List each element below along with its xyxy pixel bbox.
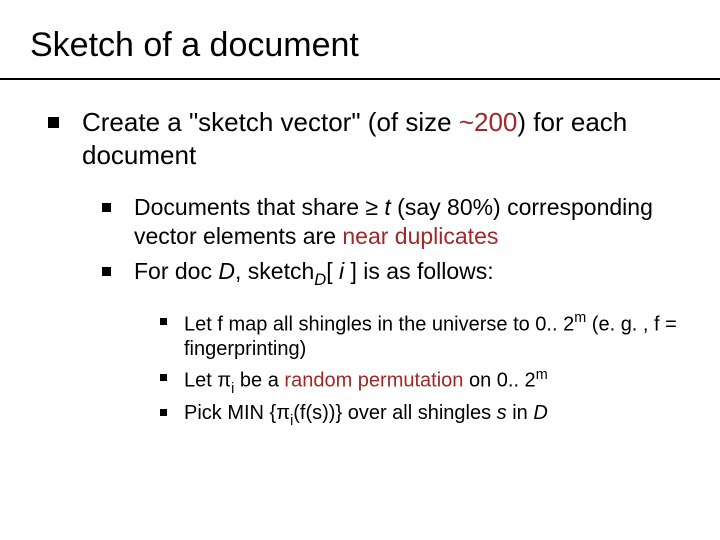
square-bullet-icon — [102, 203, 111, 212]
text: Documents that share ≥ — [134, 194, 384, 220]
bullet-list-lvl2: Documents that share ≥ t (say 80%) corre… — [102, 193, 688, 429]
text: Pick MIN { — [184, 402, 276, 424]
list-item: Create a "sketch vector" (of size ~200) … — [48, 106, 688, 429]
text: (f(s))} over all shingles — [293, 402, 496, 424]
text: in — [507, 402, 534, 424]
pi-symbol: π — [217, 370, 231, 392]
superscript-m: m — [536, 367, 548, 383]
square-bullet-icon — [160, 318, 167, 325]
slide: Sketch of a document Create a "sketch ve… — [0, 0, 720, 540]
var-D: D — [533, 402, 547, 424]
slide-title: Sketch of a document — [30, 26, 359, 65]
list-item: For doc D, sketchD[ i ] is as follows: L… — [102, 257, 688, 430]
var-D: D — [218, 258, 235, 284]
title-underline — [0, 78, 720, 80]
accent-text: ~200 — [459, 107, 518, 137]
square-bullet-icon — [160, 374, 167, 381]
text: For doc — [134, 258, 218, 284]
accent-text: near duplicates — [342, 223, 498, 249]
bullet-list-lvl3: Let f map all shingles in the universe t… — [160, 310, 688, 429]
pi-symbol: π — [276, 402, 290, 424]
accent-text: random permutation — [284, 370, 463, 392]
text: [ — [326, 258, 339, 284]
text: , sketch — [235, 258, 314, 284]
square-bullet-icon — [48, 117, 59, 128]
square-bullet-icon — [102, 267, 111, 276]
text: Let — [184, 370, 217, 392]
text: Let f map all shingles in the universe t… — [184, 313, 574, 335]
list-item: Let πi be a random permutation on 0.. 2m — [160, 366, 688, 397]
square-bullet-icon — [160, 409, 167, 416]
subscript-D: D — [314, 270, 326, 289]
list-item: Documents that share ≥ t (say 80%) corre… — [102, 193, 688, 251]
bullet-list-lvl1: Create a "sketch vector" (of size ~200) … — [48, 106, 688, 429]
subscript-i: i — [290, 413, 293, 429]
text: Create a "sketch vector" (of size — [82, 107, 459, 137]
text: on 0.. 2 — [463, 370, 535, 392]
subscript-i: i — [231, 381, 234, 397]
superscript-m: m — [574, 310, 586, 326]
list-item: Let f map all shingles in the universe t… — [160, 310, 688, 363]
slide-content: Create a "sketch vector" (of size ~200) … — [48, 106, 688, 435]
var-s: s — [497, 402, 507, 424]
text: ] is as follows: — [344, 258, 494, 284]
text: be a — [234, 370, 284, 392]
list-item: Pick MIN {πi(f(s))} over all shingles s … — [160, 401, 688, 429]
